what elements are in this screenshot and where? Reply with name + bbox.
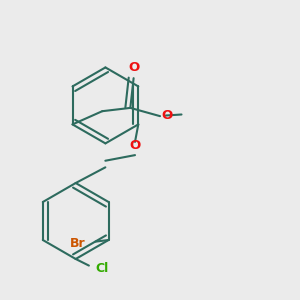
- Text: O: O: [129, 140, 141, 152]
- Text: O: O: [162, 109, 173, 122]
- Text: O: O: [128, 61, 139, 74]
- Text: Cl: Cl: [95, 262, 109, 275]
- Text: Br: Br: [70, 237, 86, 250]
